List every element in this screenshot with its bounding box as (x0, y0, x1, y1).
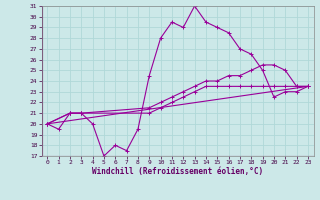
X-axis label: Windchill (Refroidissement éolien,°C): Windchill (Refroidissement éolien,°C) (92, 167, 263, 176)
